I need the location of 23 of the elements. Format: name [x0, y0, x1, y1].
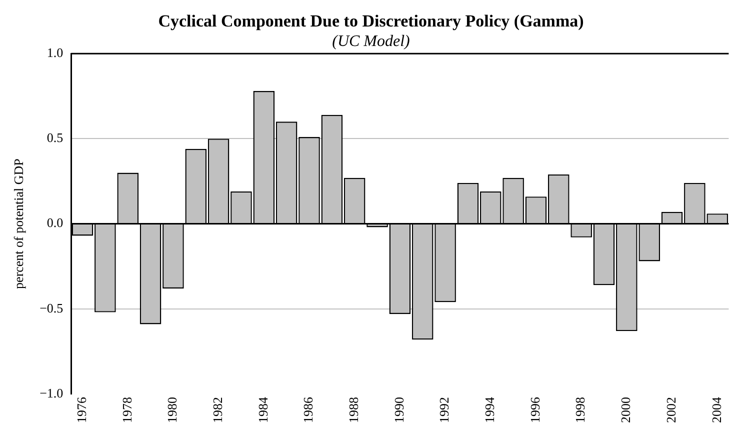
x-tick-label: 2002: [663, 397, 678, 423]
chart-title: Cyclical Component Due to Discretionary Policy (Gamma): [158, 12, 584, 31]
x-tick-label: 1978: [119, 397, 134, 423]
x-tick-label: 1996: [527, 396, 542, 423]
x-tick-label: 1982: [210, 397, 225, 423]
x-tick-label: 1986: [300, 396, 316, 423]
x-tick-label: 1994: [482, 396, 498, 423]
y-tick-label: −1.0: [40, 385, 64, 400]
chart-subtitle: (UC Model): [332, 33, 410, 50]
x-tick-label: 2004: [708, 396, 724, 423]
y-tick-label: 1.0: [46, 45, 64, 60]
y-axis-title: percent of potential GDP: [11, 158, 26, 289]
x-tick-label: 1976: [74, 396, 89, 423]
y-tick-label: 0.5: [46, 130, 64, 146]
x-tick-label: 1980: [164, 397, 180, 423]
x-tick-label: 1990: [391, 397, 406, 423]
x-tick-label: 1984: [255, 396, 270, 423]
x-tick-label: 1998: [572, 397, 588, 423]
y-tick-label: −0.5: [40, 300, 64, 316]
x-tick-label: 1992: [436, 397, 452, 423]
x-tick-label: 1988: [346, 397, 362, 423]
x-tick-label: 2000: [618, 397, 634, 423]
y-tick-label: 0.0: [46, 215, 64, 230]
